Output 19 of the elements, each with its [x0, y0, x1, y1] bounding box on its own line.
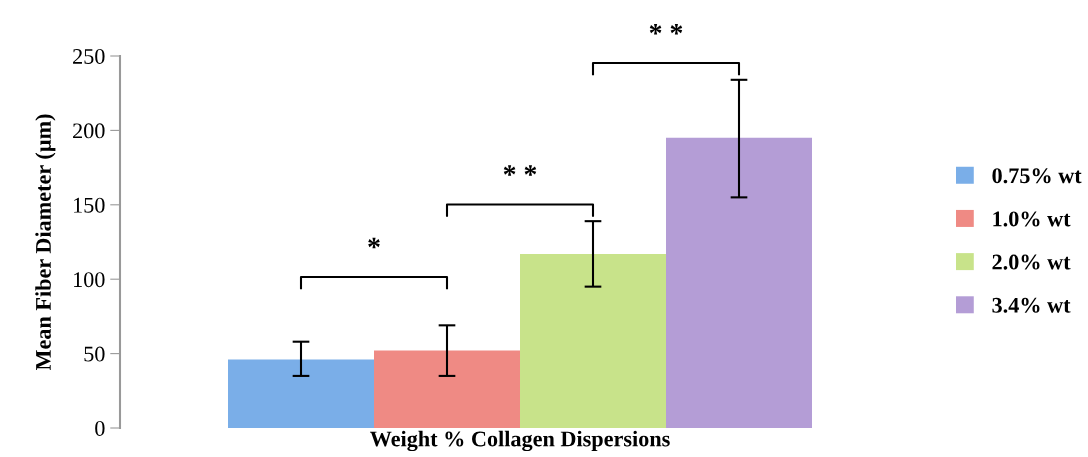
legend-label: 1.0% wt: [993, 211, 1071, 227]
y-tick-label: 250: [73, 48, 105, 64]
y-tick-label: 100: [74, 272, 105, 288]
text: * *: [649, 23, 683, 35]
bar: [666, 137, 812, 428]
legend-label: 2.0% wt: [992, 254, 1071, 270]
legend-label: 3.4% wt: [992, 297, 1071, 313]
annotation: *: [368, 237, 380, 249]
bar: [228, 359, 374, 428]
bar: [374, 350, 520, 428]
legend-label: 0.75% wt: [992, 168, 1082, 184]
x-axis-title: Weight % Collagen Dispersions: [369, 430, 670, 452]
bar: [520, 253, 666, 428]
y-axis-title: Mean Fiber Diameter (µm): [35, 114, 56, 371]
y-tick-label: 0: [95, 420, 105, 436]
annotation: * *: [503, 165, 537, 176]
y-tick-label: 200: [73, 123, 105, 139]
y-tick-label: 150: [74, 197, 105, 213]
y-tick-label: 50: [84, 346, 105, 362]
